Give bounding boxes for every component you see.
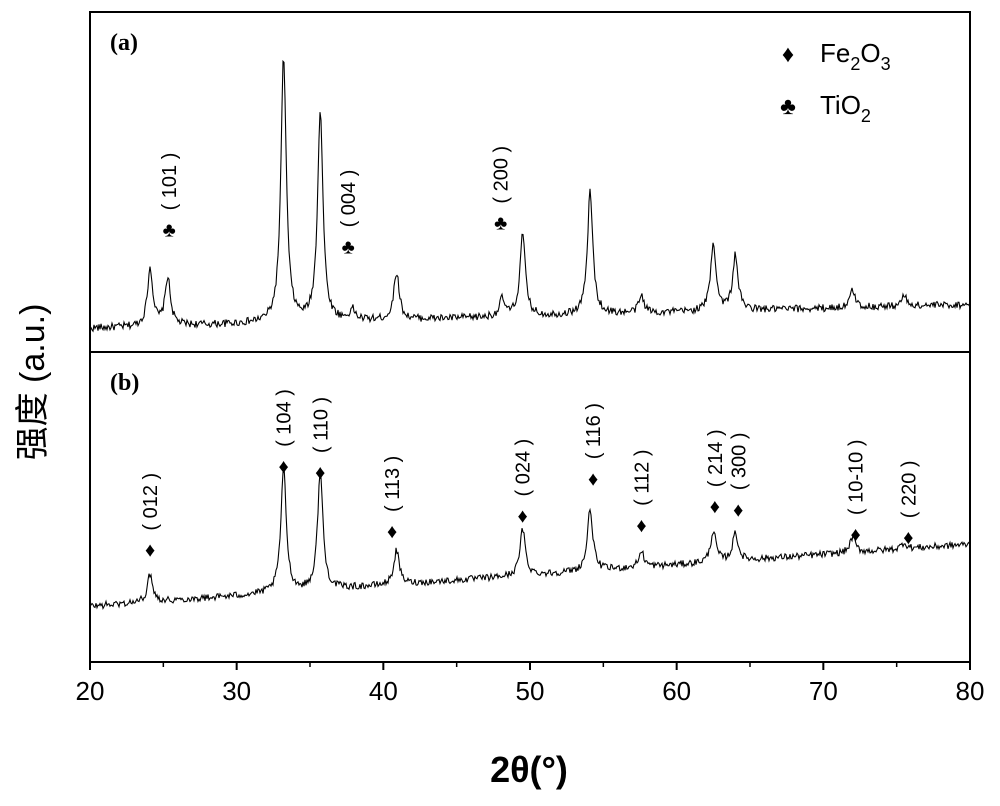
hkl-label: ( 220 ) <box>898 460 920 518</box>
peak-marker: ♦ <box>145 540 155 562</box>
xrd-pattern-line <box>89 59 971 333</box>
y-axis-label: 强度 (a.u.) <box>14 304 52 461</box>
hkl-label: ( 112 ) <box>631 449 653 505</box>
hkl-label: ( 200 ) <box>491 146 513 204</box>
panel-b: (b) ♦ ( 012 ) ♦ ( 104 ) ♦ ( 110 ) ♦ ( 113 ) ♦ ( 02… <box>89 351 971 663</box>
peak-marker: ♦ <box>588 468 598 490</box>
x-tick-label: 50 <box>516 676 545 706</box>
legend-label: TiO2 <box>820 90 871 126</box>
peak-marker: ♦ <box>733 499 743 521</box>
panel-tag: (b) <box>110 370 139 396</box>
hkl-label: ( 214 ) <box>705 429 727 487</box>
hkl-label: ( 113 ) <box>382 456 404 512</box>
x-axis: 20 30 40 50 60 70 80 <box>76 662 985 706</box>
peak-marker: ♣ <box>494 213 507 235</box>
peak-marker: ♦ <box>387 521 397 543</box>
x-tick-label: 40 <box>369 676 398 706</box>
peak-marker: ♦ <box>903 527 913 549</box>
x-tick-label: 20 <box>76 676 105 706</box>
x-tick-label: 80 <box>956 676 985 706</box>
legend: ♦ Fe2O3 ♣ TiO2 <box>780 38 890 126</box>
hkl-label: ( 101 ) <box>159 153 181 211</box>
hkl-label: ( 104 ) <box>274 389 296 447</box>
x-axis-label: 2θ(°) <box>490 749 568 790</box>
hkl-label: ( 110 ) <box>310 397 332 453</box>
hkl-label: ( 004 ) <box>338 170 360 228</box>
hkl-label: ( 024 ) <box>513 439 535 497</box>
peak-marker: ♣ <box>342 236 355 258</box>
peak-marker: ♦ <box>710 496 720 518</box>
peak-marker: ♦ <box>850 524 860 546</box>
panel-tag: (a) <box>110 30 138 56</box>
peak-marker: ♦ <box>278 456 288 478</box>
peak-marker: ♦ <box>518 506 528 528</box>
panel-frame <box>89 351 971 663</box>
x-tick-label: 70 <box>809 676 838 706</box>
hkl-label: ( 10-10 ) <box>846 440 868 516</box>
hkl-label: ( 116 ) <box>583 403 605 459</box>
hkl-label: ( 012 ) <box>140 473 162 531</box>
xrd-pattern-line <box>89 466 971 610</box>
x-tick-label: 30 <box>222 676 251 706</box>
peak-marker: ♣ <box>163 219 176 241</box>
x-tick-label: 60 <box>662 676 691 706</box>
peak-marker: ♦ <box>315 462 325 484</box>
peak-marker: ♦ <box>636 515 646 537</box>
legend-marker: ♣ <box>780 93 796 120</box>
legend-marker: ♦ <box>782 41 794 68</box>
hkl-label: ( 300 ) <box>728 432 750 490</box>
legend-label: Fe2O3 <box>820 38 891 74</box>
